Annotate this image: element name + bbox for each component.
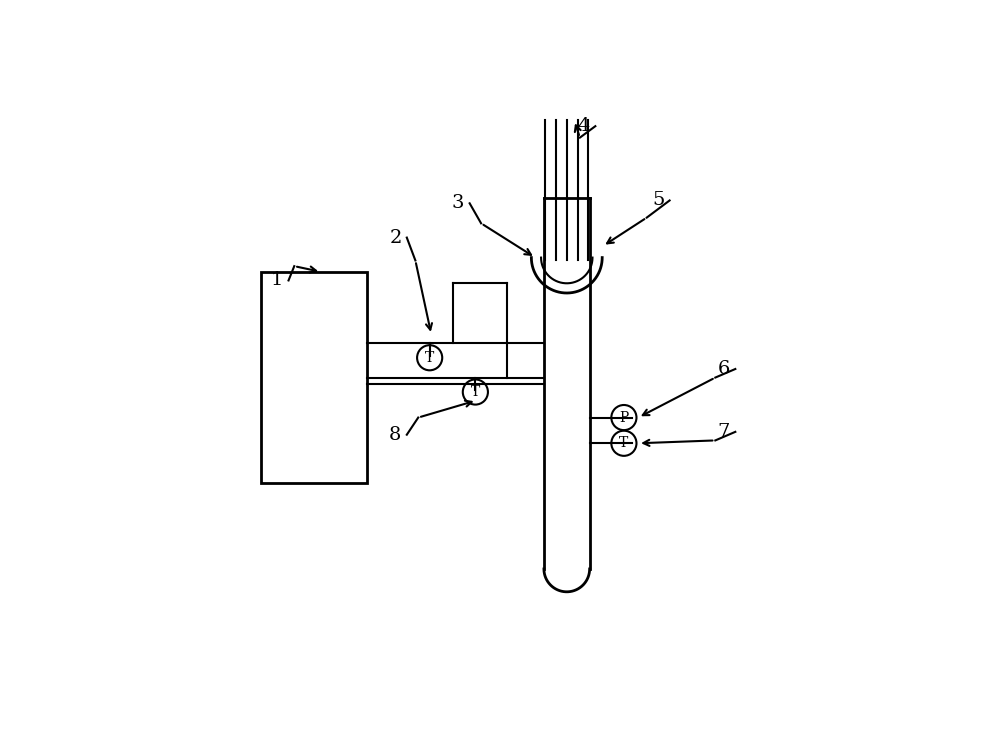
Text: 4: 4 [578,117,590,135]
Text: 3: 3 [452,194,464,212]
Text: 5: 5 [652,191,664,209]
Text: T: T [619,436,629,450]
Text: 6: 6 [718,360,730,378]
Bar [261,272,367,483]
Text: 7: 7 [718,423,730,441]
Text: P: P [619,410,629,424]
Text: 8: 8 [389,426,402,444]
Text: T: T [471,385,480,399]
Text: 2: 2 [389,229,402,246]
Text: 1: 1 [271,272,283,289]
Text: T: T [425,351,434,365]
